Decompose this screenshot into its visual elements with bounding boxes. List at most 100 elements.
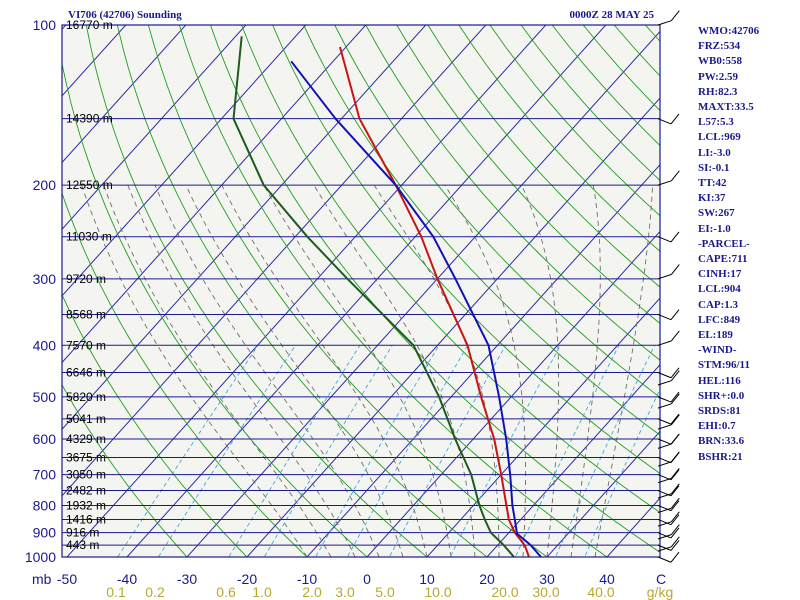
pressure-tick-label: 700	[33, 467, 57, 483]
dry-adiabat-line	[210, 25, 660, 553]
isotherm-line	[62, 25, 487, 497]
wind-barb-flag	[670, 367, 680, 379]
mixing-ratio-line	[263, 345, 393, 557]
wind-barb	[657, 438, 672, 445]
wind-barb	[657, 403, 672, 409]
isotherm-line	[62, 25, 307, 297]
dry-adiabat-line	[427, 25, 660, 288]
isotherm-line	[62, 25, 247, 230]
index-item: SW:267	[698, 207, 735, 220]
temperature-tick-label: -50	[57, 571, 77, 587]
stability-indices-panel: WMO:42706 FRZ:534 WB0:558 PW:2.59 RH:82.3 MAX…	[698, 24, 759, 465]
wind-barb	[657, 521, 672, 527]
index-item: LCL:969	[698, 131, 741, 144]
index-item: CAPE:711	[698, 253, 748, 266]
wind-barb	[657, 461, 672, 467]
index-item: BRN:33.6	[698, 435, 745, 448]
isotherm-line	[0, 13, 16, 568]
wind-barb	[657, 546, 672, 552]
pressure-axis-label: mb	[32, 571, 52, 587]
temperature-tick-label: 0	[363, 571, 371, 587]
mixing-ratio-label: g/kg	[647, 584, 673, 600]
wind-barb	[657, 20, 672, 26]
mixing-ratio-line	[228, 345, 361, 557]
index-item: SRDS:81	[698, 405, 741, 418]
temperature-unit-label: C	[656, 571, 666, 587]
plot-area	[0, 13, 660, 568]
mixing-ratio-label: 40.0	[587, 584, 614, 600]
dry-adiabat-line	[62, 383, 188, 557]
wind-barb-flag	[670, 536, 680, 548]
isotherm-line	[366, 230, 660, 557]
wind-barb-flag	[670, 469, 680, 481]
wind-barb-flag	[670, 433, 680, 445]
wind-barb	[657, 236, 672, 243]
mixing-ratio-line	[554, 345, 656, 557]
mixing-ratio-label: 0.1	[106, 584, 126, 600]
index-item: LI:-3.0	[698, 146, 731, 159]
height-label: 5041 m	[66, 412, 106, 426]
dry-adiabat-line	[116, 25, 488, 557]
wind-barb-column	[657, 10, 680, 563]
mixing-ratio-label: 1.0	[252, 584, 272, 600]
mixing-ratio-line	[584, 388, 660, 557]
index-item: PW:2.59	[698, 70, 739, 83]
isotherm-line	[126, 25, 607, 557]
index-item: CAP:1.3	[698, 298, 739, 311]
wind-barb-flag	[670, 170, 680, 182]
pressure-tick-label: 300	[33, 271, 57, 287]
isotherm-line	[66, 25, 547, 557]
mixing-ratio-line	[449, 345, 561, 557]
wind-barb-flag	[670, 511, 680, 523]
dry-adiabat-line	[62, 61, 368, 557]
height-label: 16770 m	[66, 18, 113, 32]
temperature-tick-label: 10	[419, 571, 435, 587]
height-label: 2482 m	[66, 484, 106, 498]
plot-background	[62, 25, 660, 557]
height-label: 3050 m	[66, 468, 106, 482]
index-item: WMO:42706	[698, 25, 760, 37]
index-item: EI:-1.0	[698, 222, 731, 235]
temperature-tick-label: 20	[479, 571, 495, 587]
wind-barb-flag	[670, 309, 680, 321]
wind-barb-flag	[670, 483, 680, 495]
station-title: VI706 (42706) Sounding	[68, 9, 182, 21]
wind-barb-flag	[670, 264, 680, 275]
wind-barb	[657, 544, 672, 551]
index-item: HEL:116	[698, 374, 741, 387]
isotherm-line	[306, 164, 660, 557]
wind-barb	[657, 274, 672, 280]
mixing-ratio-line	[514, 345, 620, 557]
wind-barb-flag	[670, 524, 680, 535]
wind-barb	[657, 424, 672, 430]
wind-barb-flag	[670, 497, 680, 509]
wind-barb-flag	[670, 393, 680, 405]
mixing-ratio-label: 5.0	[375, 584, 395, 600]
index-item: CINH:17	[698, 268, 742, 281]
temperature-profile-line	[339, 46, 530, 557]
dry-adiabat-line	[303, 25, 660, 436]
wind-barb	[657, 490, 672, 497]
plot-border	[61, 24, 661, 558]
mixing-ratio-line	[157, 345, 296, 557]
index-item: L57:5.3	[698, 116, 734, 129]
index-item: -WIND-	[698, 344, 737, 357]
wind-barb-flag	[670, 468, 680, 479]
pressure-tick-label: 900	[33, 525, 57, 541]
pressure-tick-label: 100	[33, 17, 57, 33]
temperature-tick-label: -30	[177, 571, 197, 587]
pressure-tick-label: 1000	[25, 549, 56, 565]
wind-barb	[657, 380, 672, 386]
isotherm-line	[62, 25, 187, 164]
temperature-tick-label: -20	[237, 571, 257, 587]
wind-barb	[657, 474, 672, 481]
wind-barb-flag	[670, 514, 680, 526]
wind-barb-flag	[670, 485, 680, 497]
pressure-tick-label: 200	[33, 177, 57, 193]
wind-barb	[657, 180, 672, 186]
index-item: RH:82.3	[698, 85, 738, 98]
dry-adiabat-line	[396, 25, 660, 325]
wind-barb	[657, 443, 672, 449]
wind-barb-flag	[670, 413, 680, 425]
mixing-ratio-label: 0.2	[145, 584, 165, 600]
